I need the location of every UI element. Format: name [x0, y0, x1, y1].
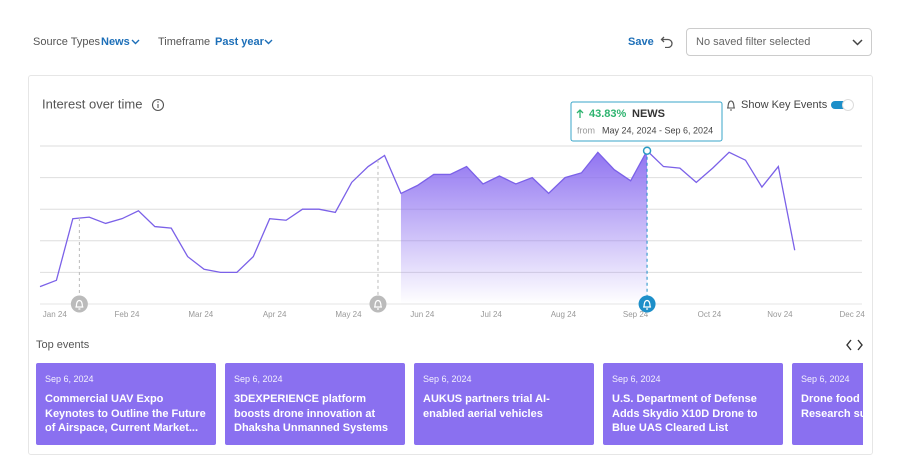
tooltip-range: May 24, 2024 - Sep 6, 2024 — [602, 125, 713, 135]
selected-point — [642, 146, 652, 155]
bell-icon — [727, 100, 735, 111]
event-marker[interactable] — [638, 295, 656, 313]
event-title: AUKUS partners trial AI-enabled aerial v… — [423, 393, 550, 420]
tooltip-box — [570, 101, 723, 142]
highlight-area — [400, 150, 648, 304]
source-label: Source Types — [33, 36, 101, 48]
x-tick-label: Jan 24 — [43, 310, 68, 319]
tooltip-source: NEWS — [632, 108, 665, 120]
event-marker-bg — [70, 295, 88, 313]
x-tick-label: Nov 24 — [767, 310, 793, 319]
save-button[interactable]: Save — [628, 36, 654, 48]
event-title: U.S. Department of Defense Adds Skydio X… — [612, 393, 758, 434]
top-events-title: Top events — [36, 339, 90, 351]
event-title: Drone food d spreading ad Research sup — [801, 393, 863, 420]
event-marker-bg — [369, 295, 387, 313]
dropdown-text: No saved filter selected — [696, 36, 811, 48]
chevron — [264, 39, 273, 45]
bell — [75, 299, 84, 310]
x-tick-label: Sep 24 — [623, 310, 649, 319]
source-value[interactable]: News — [101, 36, 130, 48]
event-date: Sep 6, 2024 — [612, 374, 661, 384]
chart-title: Interest over time — [42, 96, 142, 111]
x-tick-label: Oct 24 — [698, 310, 722, 319]
event-cards: Sep 6, 2024 Commercial UAV Expo Keynotes … — [36, 363, 863, 445]
bell — [643, 299, 652, 310]
event-marker[interactable] — [70, 295, 88, 313]
toggle-knob — [842, 99, 854, 111]
x-tick-label: Aug 24 — [551, 310, 577, 319]
event-date: Sep 6, 2024 — [45, 374, 94, 384]
tooltip-from: from — [577, 125, 595, 135]
event-marker-bg — [638, 295, 656, 313]
x-tick-label: Jul 24 — [481, 310, 503, 319]
event-date: Sep 6, 2024 — [234, 374, 283, 384]
undo-icon[interactable] — [660, 34, 674, 48]
x-tick-label: Mar 24 — [188, 310, 213, 319]
info-icon[interactable] — [151, 98, 165, 112]
chevron — [131, 39, 140, 45]
x-tick-label: Feb 24 — [115, 310, 140, 319]
event-title: Commercial UAV Expo Keynotes to Outline … — [45, 393, 206, 434]
event-date: Sep 6, 2024 — [801, 374, 850, 384]
event-date: Sep 6, 2024 — [423, 374, 472, 384]
carousel-arrows[interactable] — [846, 339, 863, 351]
x-tick-label: May 24 — [335, 310, 362, 319]
event-card[interactable]: Sep 6, 2024 U.S. Department of Defense Ad… — [603, 363, 783, 445]
timeframe-label: Timeframe — [158, 36, 211, 48]
event-card[interactable]: Sep 6, 2024 3DEXPERIENCE platform boosts … — [225, 363, 405, 445]
event-marker[interactable] — [369, 295, 387, 313]
show-key-events: Show Key Events — [741, 99, 828, 111]
bell — [373, 299, 382, 310]
saved-filter-dropdown[interactable]: No saved filter selected — [686, 28, 872, 56]
chevron — [852, 39, 863, 46]
tooltip-change: 43.83% — [589, 108, 627, 120]
event-card[interactable]: Sep 6, 2024 Drone food d spreading ad Res… — [792, 363, 863, 445]
up-arrow — [576, 109, 584, 118]
x-tick-label: Jun 24 — [410, 310, 435, 319]
line — [39, 149, 796, 288]
x-tick-label: Dec 24 — [839, 310, 865, 319]
timeframe-value[interactable]: Past year — [215, 36, 264, 48]
x-tick-label: Apr 24 — [263, 310, 287, 319]
chart-card — [28, 75, 873, 455]
event-card[interactable]: Sep 6, 2024 Commercial UAV Expo Keynotes … — [36, 363, 216, 445]
event-card[interactable]: Sep 6, 2024 AUKUS partners trial AI-enabl… — [414, 363, 594, 445]
event-title: 3DEXPERIENCE platform boosts drone innov… — [234, 393, 389, 434]
key-events-toggle[interactable] — [831, 99, 854, 111]
